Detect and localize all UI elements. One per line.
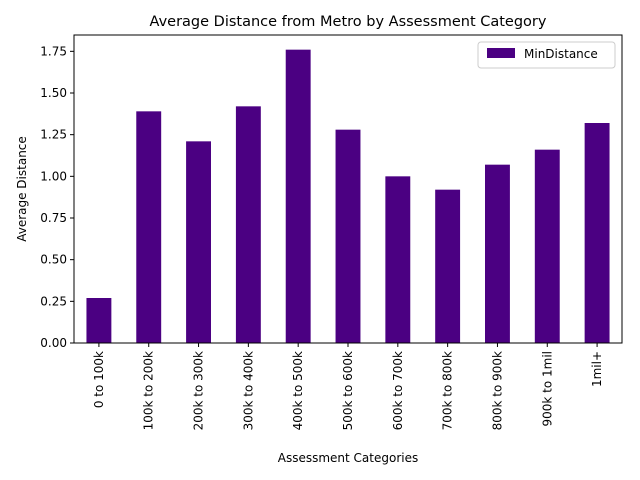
legend-label: MinDistance <box>524 47 598 61</box>
legend-swatch <box>487 48 515 58</box>
bar-2 <box>186 141 211 343</box>
x-axis-ticks: 0 to 100k 100k to 200k 200k to 300k 300k to… <box>92 343 604 430</box>
x-tick-label: 900k to 1mil <box>540 351 554 427</box>
y-tick-label: 0.75 <box>40 211 67 225</box>
bars <box>86 49 610 344</box>
y-tick-label: 0.50 <box>40 253 67 267</box>
bar-7 <box>435 189 461 343</box>
x-tick-label: 200k to 300k <box>192 351 206 430</box>
bar-4 <box>285 49 311 344</box>
x-tick-label: 500k to 600k <box>341 351 355 430</box>
x-axis-label: Assessment Categories <box>278 451 418 465</box>
x-tick-label: 0 to 100k <box>92 351 106 408</box>
bar-1 <box>136 111 162 343</box>
y-tick-label: 1.25 <box>40 128 67 142</box>
y-tick-label: 1.50 <box>40 86 67 100</box>
y-axis-label: Average Distance <box>15 136 29 242</box>
x-tick-label: 600k to 700k <box>391 351 405 430</box>
x-tick-label: 700k to 800k <box>441 351 455 430</box>
bar-6 <box>385 176 411 343</box>
x-tick-label: 800k to 900k <box>490 351 504 430</box>
x-tick-label: 1mil+ <box>590 351 604 387</box>
y-tick-label: 1.00 <box>40 169 67 183</box>
bar-5 <box>335 129 361 343</box>
plot-frame <box>73 34 623 344</box>
y-axis-ticks: 0.00 0.25 0.50 0.75 1.00 1.25 1.50 1.75 <box>40 44 74 350</box>
legend: MinDistance <box>477 41 616 69</box>
bar-8 <box>485 164 510 343</box>
bar-10 <box>584 123 610 343</box>
x-tick-label: 100k to 200k <box>142 351 156 430</box>
bar-0 <box>86 298 112 343</box>
y-tick-label: 0.25 <box>40 294 67 308</box>
chart-title: Average Distance from Metro by Assessmen… <box>150 14 547 30</box>
x-tick-label: 300k to 400k <box>241 351 255 430</box>
y-tick-label: 0.00 <box>40 336 67 350</box>
bar-9 <box>534 149 560 343</box>
y-tick-label: 1.75 <box>40 44 67 58</box>
x-tick-label: 400k to 500k <box>291 351 305 430</box>
bar-3 <box>235 106 261 343</box>
